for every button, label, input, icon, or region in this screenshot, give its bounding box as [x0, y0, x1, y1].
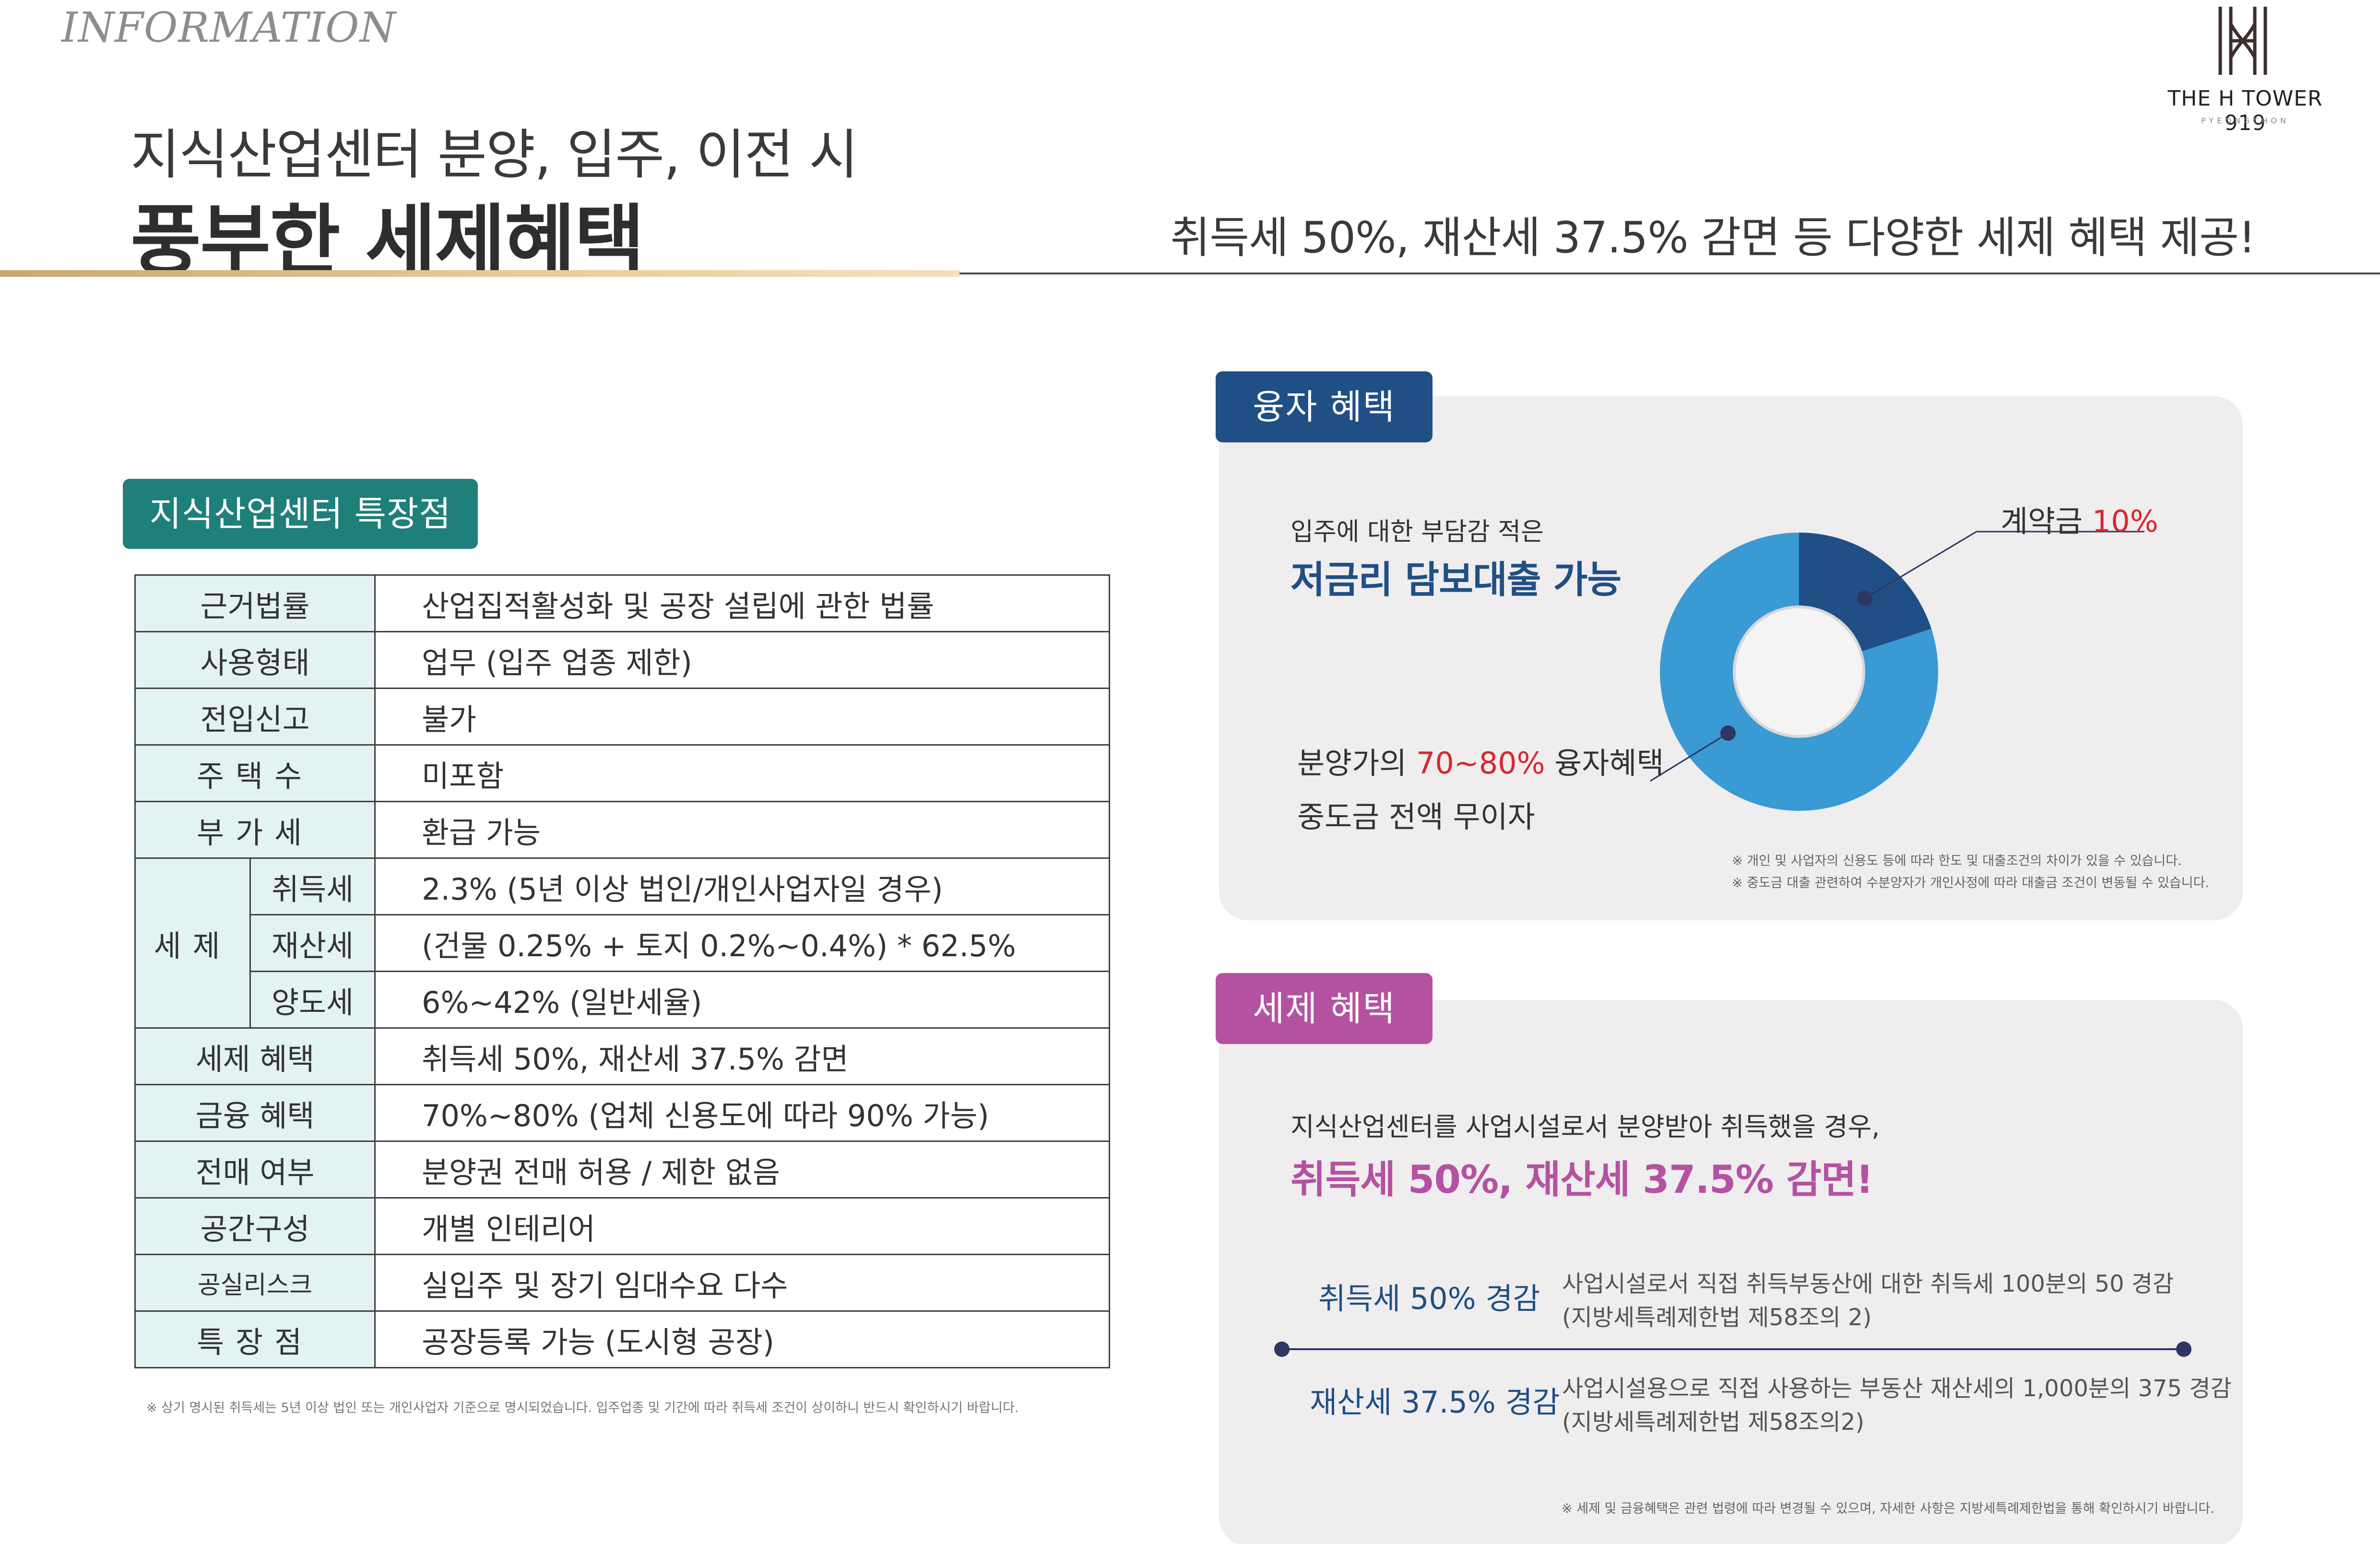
table-row: 근거법률 산업집적활성화 및 공장 설립에 관한 법률 — [134, 574, 1110, 632]
loan-bullet-2: 중도금 전액 무이자 — [1297, 799, 1535, 834]
table-row: 재산세 (건물 0.25% + 토지 0.2%~0.4%) * 62.5% — [135, 914, 1110, 972]
table-row: 금융 혜택 70%~80% (업체 신용도에 따라 90% 가능) — [134, 1084, 1110, 1142]
table-row: 특장점 공장등록 가능 (도시형 공장) — [134, 1310, 1110, 1368]
page-title-line1: 지식산업센터 분양, 입주, 이전 시 — [130, 124, 858, 186]
contract-label-text: 계약금 — [2001, 504, 2092, 539]
loan-bullet-1-prefix: 분양가의 — [1297, 746, 1416, 781]
row-sublabel: 재산세 — [249, 914, 376, 972]
contract-leader-line — [1864, 531, 2144, 599]
loan-notes: ※ 개인 및 사업자의 신용도 등에 따라 한도 및 대출조건의 차이가 있을 … — [1732, 850, 2209, 894]
row-label: 전입신고 — [134, 688, 376, 746]
row-sublabel: 취득세 — [249, 857, 376, 915]
table-row: 주택수 미포함 — [134, 744, 1110, 802]
row-value: 업무 (입주 업종 제한) — [374, 631, 1110, 689]
table-row: 세제 취득세 2.3% (5년 이상 법인/개인사업자일 경우) — [134, 857, 1110, 1029]
h-tower-logo-icon — [2218, 7, 2267, 75]
brand-location: PYEONGCHON — [2201, 116, 2289, 125]
row-value: 불가 — [374, 688, 1110, 746]
loan-donut-chart — [1650, 531, 2144, 811]
row-value: 산업집적활성화 및 공장 설립에 관한 법률 — [374, 574, 1110, 632]
row-label: 금융 혜택 — [134, 1084, 376, 1142]
donut-center — [1734, 607, 1864, 736]
row-value: 환급 가능 — [374, 801, 1110, 859]
row-value: 70%~80% (업체 신용도에 따라 90% 가능) — [374, 1084, 1110, 1142]
row-value: (건물 0.25% + 토지 0.2%~0.4%) * 62.5% — [374, 914, 1110, 972]
table-row: 부가세 환급 가능 — [134, 801, 1110, 859]
table-row: 전입신고 불가 — [134, 688, 1110, 746]
row-label: 부가세 — [134, 801, 376, 859]
table-footnote: ※ 상기 명시된 취득세는 5년 이상 법인 또는 개인사업자 기준으로 명시되… — [146, 1401, 1019, 1415]
loan-lead: 입주에 대한 부담감 적은 — [1291, 518, 1544, 546]
tax-lead: 지식산업센터를 사업시설로서 분양받아 취득했을 경우, — [1291, 1112, 1880, 1142]
row-label: 세제 혜택 — [134, 1027, 376, 1085]
tax-footnote: ※ 세제 및 금융혜택은 관련 법령에 따라 변경될 수 있으며, 자세한 사항… — [1562, 1501, 2214, 1516]
tax-divider-dot-right — [2176, 1342, 2191, 1357]
brand-logo: THE H TOWER 919 PYEONGCHON — [2144, 5, 2346, 135]
row-label: 공간구성 — [134, 1197, 376, 1255]
acquisition-tax-desc: 사업시설로서 직접 취득부동산에 대한 취득세 100분의 50 경감 — [1562, 1271, 2174, 1297]
tax-headline: 취득세 50%, 재산세 37.5% 감면! — [1291, 1157, 1873, 1202]
table-row: 공간구성 개별 인테리어 — [134, 1197, 1110, 1255]
contract-label: 계약금 10% — [2001, 497, 2158, 540]
contract-label-value: 10% — [2092, 504, 2158, 539]
features-tag: 지식산업센터 특장점 — [123, 479, 478, 549]
row-sublabel: 양도세 — [249, 971, 376, 1029]
row-value: 2.3% (5년 이상 법인/개인사업자일 경우) — [374, 857, 1110, 915]
header-gold-bar — [0, 270, 959, 277]
tax-group-label: 세제 — [134, 857, 251, 1029]
row-label: 근거법률 — [134, 574, 376, 632]
row-value: 분양권 전매 허용 / 제한 없음 — [374, 1140, 1110, 1199]
donut-center-shadow — [1733, 606, 1865, 738]
table-row: 사용형태 업무 (입주 업종 제한) — [134, 631, 1110, 689]
table-row: 전매 여부 분양권 전매 허용 / 제한 없음 — [134, 1140, 1110, 1199]
tax-divider — [1282, 1348, 2184, 1350]
row-value: 실입주 및 장기 임대수요 다수 — [374, 1254, 1110, 1312]
acquisition-tax-law: (지방세특례제한법 제58조의 2) — [1562, 1304, 1872, 1331]
loan-note-1: ※ 개인 및 사업자의 신용도 등에 따라 한도 및 대출조건의 차이가 있을 … — [1732, 854, 2182, 868]
header-divider — [0, 273, 2380, 274]
table-row: 공실리스크 실입주 및 장기 임대수요 다수 — [134, 1254, 1110, 1312]
loan-leader-line — [1650, 732, 1729, 782]
property-tax-desc: 사업시설용으로 직접 사용하는 부동산 재산세의 1,000분의 375 경감 — [1562, 1375, 2232, 1402]
row-value: 6%~42% (일반세율) — [374, 971, 1110, 1029]
row-label: 전매 여부 — [134, 1140, 376, 1199]
row-value: 개별 인테리어 — [374, 1197, 1110, 1255]
row-label: 주택수 — [134, 744, 376, 802]
tax-divider-dot-left — [1274, 1342, 1290, 1357]
loan-headline: 저금리 담보대출 가능 — [1291, 558, 1622, 602]
brand-name: THE H TOWER 919 — [2167, 86, 2323, 135]
table-row: 세제 혜택 취득세 50%, 재산세 37.5% 감면 — [134, 1027, 1110, 1085]
table-row: 양도세 6%~42% (일반세율) — [135, 971, 1110, 1029]
tax-tab: 세제 혜택 — [1216, 973, 1433, 1044]
acquisition-tax-label: 취득세 50% 경감 — [1318, 1281, 1540, 1316]
header-subtitle: 취득세 50%, 재산세 37.5% 감면 등 다양한 세제 혜택 제공! — [1170, 213, 2256, 263]
property-tax-law: (지방세특례제한법 제58조의2) — [1562, 1409, 1865, 1436]
loan-bullet-1-highlight: 70~80% — [1416, 746, 1545, 781]
property-tax-label: 재산세 37.5% 경감 — [1310, 1385, 1560, 1420]
row-label: 특장점 — [134, 1310, 376, 1368]
row-value: 공장등록 가능 (도시형 공장) — [374, 1310, 1110, 1368]
row-value: 미포함 — [374, 744, 1110, 802]
row-label: 공실리스크 — [134, 1254, 376, 1312]
row-label: 사용형태 — [134, 631, 376, 689]
loan-note-2: ※ 중도금 대출 관련하여 수분양자가 개인사정에 따라 대출금 조건이 변동될… — [1732, 876, 2210, 891]
section-label: INFORMATION — [61, 4, 396, 52]
row-value: 취득세 50%, 재산세 37.5% 감면 — [374, 1027, 1110, 1085]
features-table: 근거법률 산업집적활성화 및 공장 설립에 관한 법률 사용형태 업무 (입주 … — [134, 574, 1110, 1368]
tax-panel — [1219, 1000, 2243, 1544]
loan-tab: 융자 혜택 — [1216, 371, 1433, 442]
loan-bullet-1-suffix: 융자혜택 — [1545, 746, 1664, 781]
loan-bullet-1: 분양가의 70~80% 융자혜택 — [1297, 739, 1664, 782]
